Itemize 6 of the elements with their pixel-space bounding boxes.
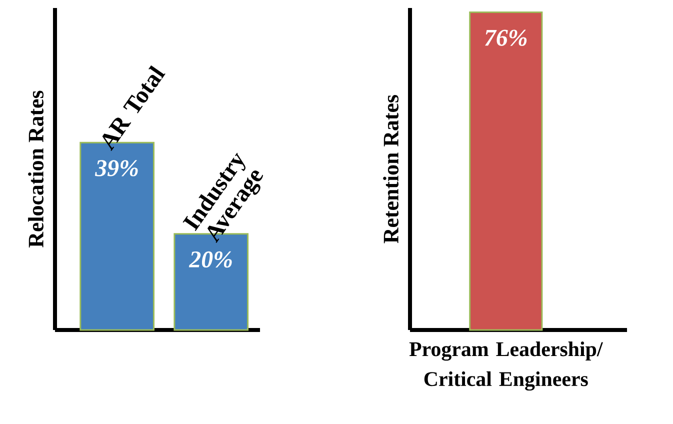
data-label: 76% [484,30,527,46]
x-tick-label: Program Leadership/ Critical Engineers [409,342,603,391]
data-label: 20% [188,251,232,268]
data-label: 39% [94,160,138,176]
y-axis-title: Retention Rates [383,94,398,244]
y-axis-title: Relocation Rates [28,90,44,248]
